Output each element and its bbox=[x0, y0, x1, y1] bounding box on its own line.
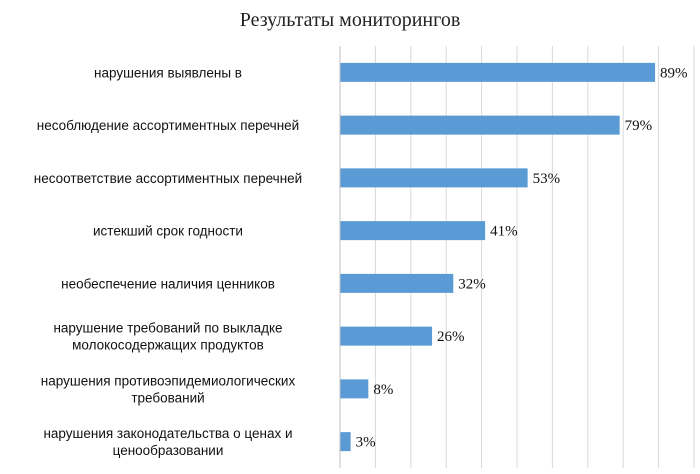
category-label: несоответствие ассортиментных перечней bbox=[34, 171, 302, 186]
value-labels: 89% 79% 53% 41% 32% 26% 8% 3% bbox=[356, 65, 688, 450]
category-label: несоблюдение ассортиментных перечней bbox=[37, 118, 299, 133]
value-label: 8% bbox=[373, 382, 393, 398]
value-label: 79% bbox=[625, 118, 653, 134]
bar bbox=[340, 326, 433, 346]
category-label: истекший срок годности bbox=[93, 224, 243, 239]
category-label: нарушения выявлены в bbox=[94, 65, 242, 80]
bar bbox=[340, 273, 454, 293]
bar bbox=[340, 379, 369, 399]
bar bbox=[340, 168, 528, 188]
value-label: 26% bbox=[437, 329, 465, 345]
bar bbox=[340, 115, 620, 135]
category-label: необеспечение наличия ценников bbox=[61, 276, 275, 291]
bar bbox=[340, 432, 351, 452]
category-label: нарушение требований по выкладке молокосо… bbox=[53, 321, 282, 353]
category-label: нарушения законодательства о ценах и цено… bbox=[43, 426, 292, 458]
value-label: 41% bbox=[490, 224, 518, 240]
chart-title: Результаты мониторингов bbox=[240, 9, 461, 31]
category-label: нарушения противоэпидемиологических требо… bbox=[41, 373, 296, 405]
value-label: 3% bbox=[356, 435, 376, 451]
value-label: 32% bbox=[458, 276, 486, 292]
value-label: 53% bbox=[533, 171, 561, 187]
bar bbox=[340, 221, 486, 241]
category-labels: нарушения выявлены в несоблюдение ассорти… bbox=[34, 65, 302, 458]
value-label: 89% bbox=[660, 65, 688, 81]
gridlines bbox=[374, 46, 695, 468]
bars bbox=[340, 62, 656, 452]
bar bbox=[340, 62, 656, 82]
